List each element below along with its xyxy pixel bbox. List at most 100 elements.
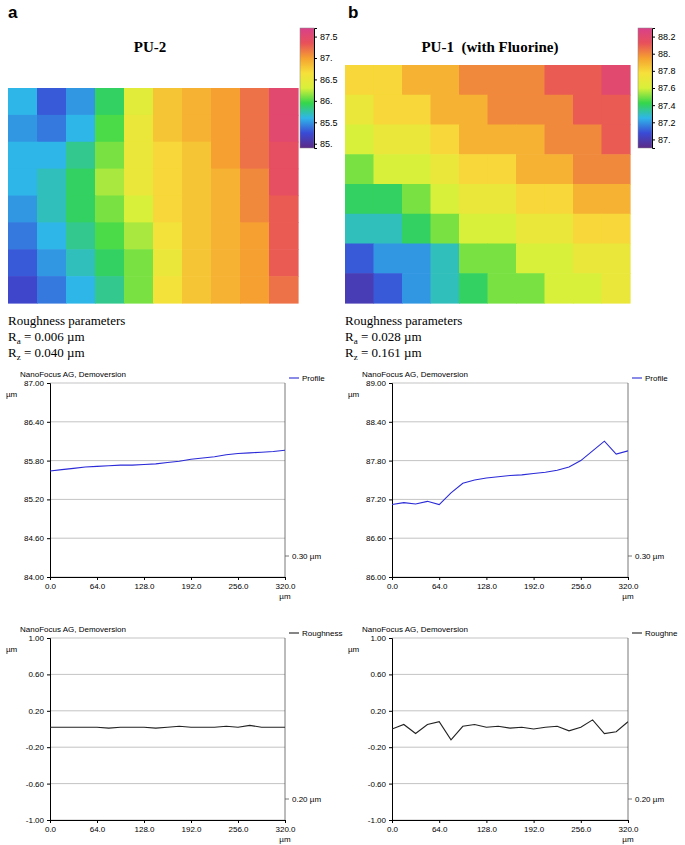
roughness-parameter: Rz = 0.161 µm [345,345,422,362]
x-axis-line [393,821,629,824]
heatmap-cell [240,196,270,223]
heatmap-cell [488,125,517,155]
x-tick-label: 0.0 [387,582,399,591]
y-axis-line [47,639,51,821]
heatmap-cell [516,65,545,95]
parameter-value: = 0.006 µm [21,329,85,344]
y-tick-label: -1.00 [368,816,387,825]
heatmap-cell [124,142,154,169]
y-tick: 89.00 [366,379,392,388]
heatmap-cell [240,88,270,115]
heatmap-cell [153,169,183,196]
x-tick-label: 256.0 [571,825,592,834]
heatmap-cell [124,249,154,276]
color-bar-tick-mark [652,37,655,38]
heatmap-cell [374,125,403,155]
y-tick-label: 85.20 [24,495,45,504]
chart-title: NanoFocus AG, Demoversion [20,625,126,634]
y-tick: -1.00 [368,816,392,825]
plot-frame-right [285,383,286,577]
panel-label: a [8,3,18,22]
heatmap-cell [153,222,183,249]
heatmap-cell [124,169,154,196]
annotation-marker [628,799,632,800]
x-tick-label: 256.0 [571,582,592,591]
heatmap-cell [37,142,67,169]
x-tick: 256.0 [571,820,592,834]
heatmap-cell [488,214,517,244]
y-tick: 0.20 [370,707,392,716]
x-tick-mark [486,577,487,580]
x-tick-mark [191,820,192,823]
parameter-symbol: R [345,345,354,360]
heatmap-cell [602,273,631,303]
x-tick-label: 192.0 [181,582,202,591]
heatmap-cell [124,196,154,223]
color-bar-tick: 88.2 [652,32,676,42]
y-tick-mark [47,538,50,539]
heatmap-cell [66,222,96,249]
x-tick-mark [238,577,239,580]
heatmap-cell [459,125,488,155]
heatmap-cell [182,196,212,223]
y-tick: -1.00 [26,816,50,825]
roughness-parameter: Ra = 0.006 µm [8,329,85,346]
heatmap-cell [602,95,631,125]
heatmap-cell [545,244,574,274]
x-tick-label: 64.0 [90,825,106,834]
heatmap-cell [95,169,125,196]
grid-line [50,710,285,711]
y-tick-mark [389,577,392,578]
color-bar-tick-label: 88. [658,49,671,59]
heatmap-cell [516,273,545,303]
panel-label: b [348,3,358,22]
heatmap-cell [95,115,125,142]
y-tick-mark [47,383,50,384]
y-tick-label: 87.00 [24,379,45,388]
heatmap-cell [37,222,67,249]
color-bar-axis: 87.87.287.487.687.888.88.2 [652,29,676,149]
x-tick-label: 128.0 [477,825,498,834]
y-tick-mark [389,674,392,675]
line-chart: 0.064.0128.0192.0256.0320.086.0086.6087.… [348,370,668,601]
color-bar-tick: 87. [652,135,671,145]
heatmap-cell [545,65,574,95]
x-tick: 320.0 [618,577,639,591]
grid [392,638,628,820]
heatmap-cell [240,115,270,142]
heatmap-cell [95,276,125,303]
x-axis: 0.064.0128.0192.0256.0320.0 [387,577,639,591]
roughness-heading: Roughness parameters [8,313,125,328]
heatmap-cell [573,65,602,95]
legend-label: Profile [302,374,325,383]
heatmap-cell [345,65,374,95]
legend-label: Roughne [645,629,678,638]
heatmap-cell [345,125,374,155]
plot-frame-right [628,383,629,577]
heatmap-cell [269,249,299,276]
annotation-marker [285,799,289,800]
heatmap-cell [211,88,241,115]
y-tick-mark [47,747,50,748]
plot-data [392,441,628,504]
heatmap-cell [37,249,67,276]
x-tick-mark [238,820,239,823]
color-bar-tick-mark [652,139,655,140]
y-axis: -1.00-0.60-0.200.200.601.00 [368,634,393,825]
color-bar-tick: 88. [652,49,671,59]
y-tick-label: 86.00 [366,573,387,582]
heatmap-cell [182,88,212,115]
color-bar-tick-label: 86. [320,96,333,106]
annotation: 0.30 µm [635,552,664,561]
heatmap-cell [374,214,403,244]
heatmap-cell [516,125,545,155]
heatmap-cell [124,88,154,115]
heatmap-cell [573,154,602,184]
y-tick: 1.00 [28,634,50,643]
y-tick-mark [47,711,50,712]
heatmap-cell [66,276,96,303]
heatmap-cell [269,88,299,115]
heatmap-cell [66,196,96,223]
y-axis-title: µm [6,645,18,654]
grid-line [50,460,285,461]
